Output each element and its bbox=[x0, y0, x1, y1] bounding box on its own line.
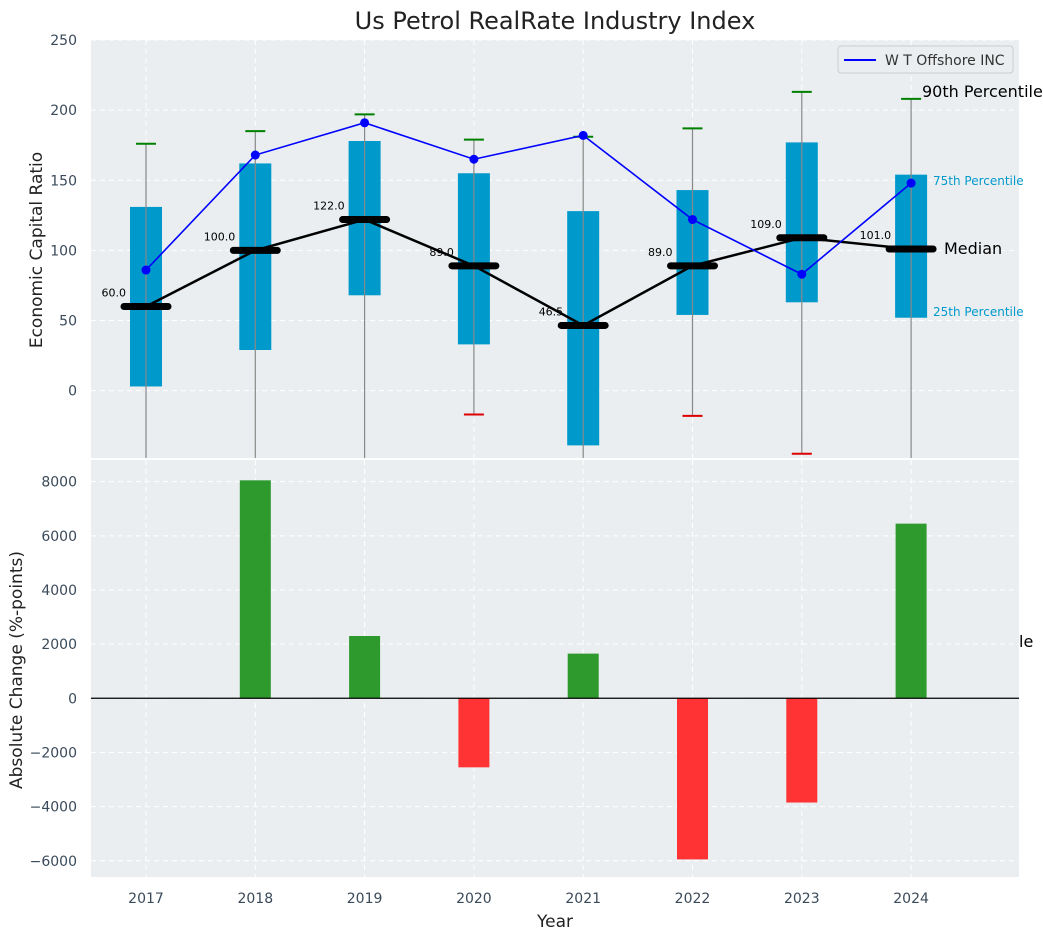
legend-label: W T Offshore INC bbox=[885, 53, 1005, 69]
series-point bbox=[797, 269, 807, 279]
series-line bbox=[145, 121, 912, 276]
median-value-label: 46.5 bbox=[539, 305, 564, 318]
bottom-y-tick-label: 8000 bbox=[41, 475, 77, 491]
top-y-tick-label: 0 bbox=[68, 384, 77, 400]
chart-title: Us Petrol RealRate Industry Index bbox=[355, 7, 756, 35]
axes-text: 0 50 100 150 200 250 −6000 −4000 −2000 0 2000 4000 6… bbox=[30, 33, 929, 907]
top-chart-marks: 60.0 100.0 122.0 89.0 46.5 89.0 109.0 101.0 bbox=[102, 90, 937, 458]
top-y-tick-label: 150 bbox=[50, 173, 77, 189]
x-tick-label: 2017 bbox=[128, 891, 164, 907]
median-value-label: 89.0 bbox=[429, 246, 454, 259]
median-value-label: 122.0 bbox=[313, 200, 345, 213]
top-y-axis-label: Economic Capital Ratio bbox=[27, 152, 47, 348]
series-point bbox=[688, 215, 697, 225]
top-y-tick-label: 200 bbox=[50, 103, 77, 119]
median-value-label: 109.0 bbox=[750, 218, 782, 231]
x-tick-label: 2021 bbox=[565, 891, 601, 907]
median-value-label: 60.0 bbox=[102, 287, 127, 300]
bottom-chart-marks bbox=[91, 480, 1019, 860]
bottom-y-tick-label: 0 bbox=[68, 691, 77, 707]
median-value-label: 101.0 bbox=[860, 229, 892, 242]
bottom-y-tick-label: −2000 bbox=[30, 745, 77, 761]
series-point bbox=[250, 150, 260, 160]
bar-negative-change bbox=[677, 698, 708, 860]
bar-negative-change bbox=[786, 698, 818, 803]
bottom-y-tick-label: 6000 bbox=[41, 529, 77, 545]
median-value-label: 89.0 bbox=[648, 246, 673, 259]
x-tick-label: 2019 bbox=[347, 891, 383, 907]
series-point bbox=[906, 178, 916, 188]
median-value-label: 100.0 bbox=[204, 230, 236, 243]
series-point bbox=[469, 154, 479, 164]
bottom-y-tick-label: 4000 bbox=[41, 583, 77, 599]
top-y-tick-label: 250 bbox=[50, 33, 77, 49]
bottom-y-axis-label: Absolute Change (%-points) bbox=[7, 551, 27, 789]
top-y-tick-label: 100 bbox=[50, 243, 77, 259]
bar-negative-change bbox=[458, 698, 490, 768]
median-trend-line bbox=[145, 218, 912, 327]
bottom-y-tick-label: −6000 bbox=[30, 854, 77, 870]
x-tick-label: 2020 bbox=[456, 891, 492, 907]
series-point bbox=[578, 130, 588, 140]
bottom-panel-background bbox=[91, 460, 1019, 877]
series-point bbox=[141, 265, 151, 275]
x-tick-label: 2018 bbox=[237, 891, 273, 907]
bar-positive-change bbox=[567, 653, 599, 699]
bottom-y-tick-label: −4000 bbox=[30, 800, 77, 816]
bar-positive-change bbox=[349, 636, 381, 699]
annotation-p90: 90th Percentile bbox=[922, 82, 1043, 101]
bar-positive-change bbox=[895, 523, 927, 699]
legend: W T Offshore INC bbox=[837, 45, 1014, 74]
x-axis-label: Year bbox=[536, 912, 573, 932]
bottom-y-tick-label: 2000 bbox=[41, 637, 77, 653]
annotation-p25: 25th Percentile bbox=[933, 305, 1024, 319]
series-point bbox=[360, 118, 370, 128]
x-tick-label: 2023 bbox=[784, 891, 820, 907]
bar-positive-change bbox=[239, 480, 271, 699]
legend-box bbox=[837, 45, 1014, 74]
x-tick-label: 2022 bbox=[675, 891, 711, 907]
bottom-side-label: le bbox=[1019, 632, 1033, 651]
annotation-p75: 75th Percentile bbox=[933, 174, 1024, 188]
annotation-median: Median bbox=[944, 239, 1002, 258]
top-y-tick-label: 50 bbox=[59, 314, 77, 330]
x-tick-label: 2024 bbox=[893, 891, 929, 907]
